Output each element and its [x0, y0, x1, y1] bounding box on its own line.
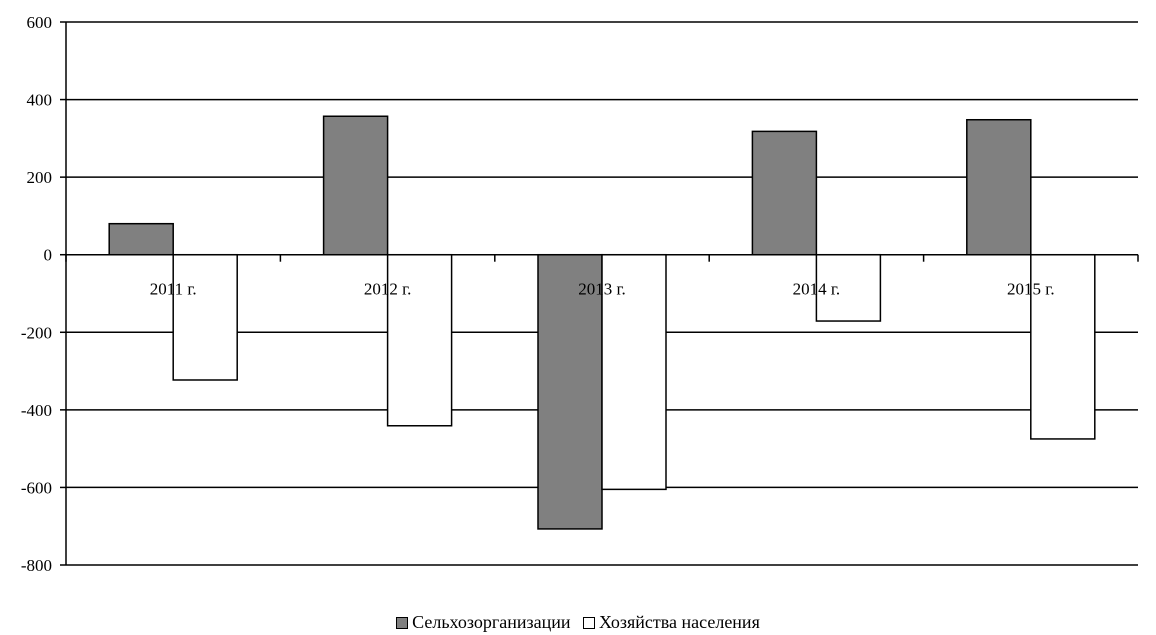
legend-swatch-series-1 [396, 616, 409, 629]
x-category-label: 2015 г. [1007, 280, 1055, 299]
y-axis-tick-labels: 600 400 200 0 -200 -400 -600 -800 [21, 13, 52, 575]
y-tick-label: 400 [27, 91, 53, 110]
bar-series-1 [751, 130, 818, 256]
bar-series-2 [172, 253, 238, 381]
legend-swatch-series-2 [583, 616, 596, 629]
bar-series-2 [386, 253, 453, 427]
axes [65, 22, 1139, 565]
y-tick-label: -800 [21, 556, 52, 575]
x-category-label: 2012 г. [364, 280, 412, 299]
bar-series-1 [537, 253, 603, 530]
y-tick-label: -600 [21, 478, 52, 497]
legend-item-series-1: Сельхозорганизации [396, 612, 571, 633]
bar-series-1 [966, 118, 1032, 256]
y-tick-label: 0 [44, 246, 53, 265]
legend-item-series-2: Хозяйства населения [583, 612, 760, 633]
y-tick-label: -400 [21, 401, 52, 420]
bar-series-1 [108, 222, 174, 256]
bar-chart: 600 400 200 0 -200 -400 -600 -800 2011 г. 2012 г… [21, 13, 1139, 575]
legend-label-series-2: Хозяйства населения [599, 612, 760, 632]
bar-series-1 [322, 115, 389, 256]
x-category-label: 2014 г. [793, 280, 841, 299]
x-category-label: 2013 г. [578, 280, 626, 299]
bar-series-2 [601, 253, 667, 491]
legend-label-series-1: Сельхозорганизации [412, 612, 571, 632]
y-tick-label: -200 [21, 323, 52, 342]
x-axis-category-labels: 2011 г. 2012 г. 2013 г. 2014 г. 2015 г. [150, 280, 1055, 299]
bar-series-2 [1030, 253, 1096, 440]
legend: Сельхозорганизации Хозяйства населения [0, 612, 1156, 634]
bars [108, 115, 1096, 530]
x-category-label: 2011 г. [150, 280, 197, 299]
bar-series-2 [815, 253, 882, 322]
y-tick-label: 200 [27, 168, 53, 187]
y-tick-label: 600 [27, 13, 53, 32]
